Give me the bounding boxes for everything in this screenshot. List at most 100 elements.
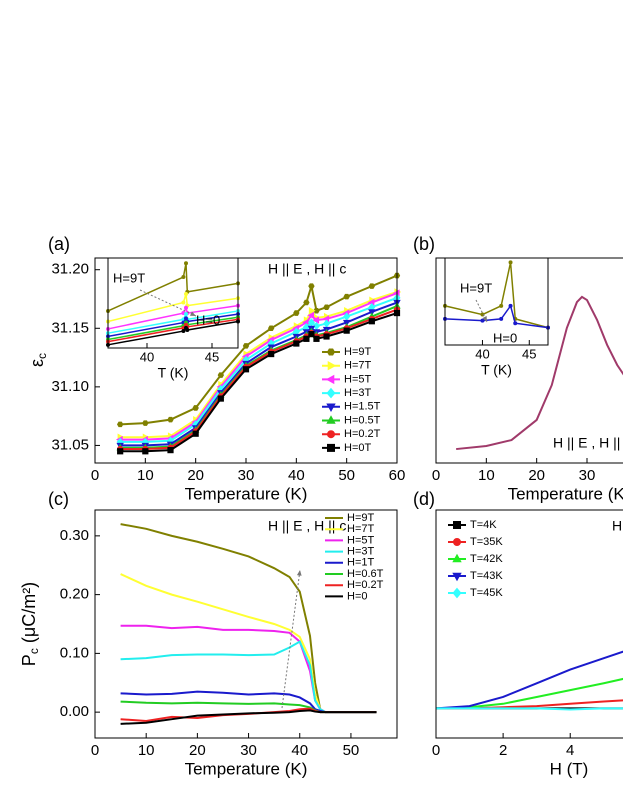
legend-label: H=1T — [347, 557, 374, 569]
x-tick-label: 45 — [205, 349, 219, 364]
x-axis-label: Temperature (K) — [508, 484, 623, 503]
data-point — [192, 430, 199, 437]
data-point — [184, 261, 188, 266]
data-point — [303, 335, 310, 342]
legend-marker — [325, 374, 335, 385]
y-axis-label-main: P — [19, 654, 39, 666]
legend-label: H=3T — [347, 546, 374, 558]
arrow-head — [296, 570, 302, 576]
x-tick-label: 60 — [389, 467, 406, 484]
y-tick-label: 31.05 — [51, 436, 89, 453]
data-point — [508, 303, 513, 308]
series-group — [435, 650, 623, 711]
plot-frame — [444, 257, 549, 346]
legend-label: H=0.2T — [344, 428, 381, 440]
arrow-head — [190, 311, 196, 316]
legend-marker — [452, 572, 462, 582]
annotation: H || E , H || c — [612, 518, 623, 534]
annotation: H || E , H || c — [553, 435, 623, 451]
series-line — [120, 709, 377, 725]
data-point — [185, 328, 190, 332]
x-tick-label: 0 — [432, 467, 440, 484]
data-point — [217, 395, 224, 402]
data-point — [342, 319, 351, 327]
legend-marker — [453, 521, 461, 529]
x-tick-label: 50 — [338, 467, 355, 484]
legend-marker — [326, 403, 336, 413]
data-point — [242, 366, 250, 373]
legend-label: H=3T — [344, 387, 371, 399]
data-point — [167, 416, 174, 423]
annotation: H=9T — [460, 280, 492, 295]
y-tick-label: 0.30 — [60, 527, 89, 544]
x-tick-label: 40 — [140, 349, 154, 364]
annotation: H=0 — [196, 312, 220, 327]
legend-marker — [326, 415, 336, 424]
series-line — [444, 262, 549, 329]
plot-frame — [94, 509, 398, 739]
legend-marker — [327, 430, 335, 439]
series-group — [120, 523, 377, 725]
data-point — [499, 303, 504, 308]
legend-label: H=9T — [347, 512, 374, 524]
data-point — [181, 275, 186, 280]
data-point — [368, 309, 376, 317]
y-tick-label: 31.15 — [51, 319, 89, 336]
data-point — [142, 448, 149, 455]
x-tick-label: 0 — [91, 467, 99, 484]
y-tick-label: 31.20 — [51, 261, 89, 278]
plot-area — [95, 510, 397, 738]
x-tick-label: 0 — [432, 742, 440, 759]
x-axis-label: Temperature (K) — [185, 759, 308, 778]
series-line — [435, 650, 623, 710]
legend-label: H=0T — [344, 442, 371, 454]
arrow — [281, 569, 301, 709]
y-tick-label: 0.10 — [60, 644, 89, 661]
annotation: H || E , H || c — [268, 518, 346, 534]
y-axis-label: Pc (μC/m²) — [19, 582, 41, 666]
x-tick-label: 20 — [528, 467, 545, 484]
legend-marker — [327, 361, 337, 371]
data-point — [167, 447, 174, 454]
legend-label: H=0 — [347, 590, 368, 602]
y-axis-label-sub: c — [27, 648, 41, 654]
data-point — [293, 340, 300, 347]
data-point — [308, 283, 315, 289]
data-point — [480, 318, 485, 323]
x-tick-label: 20 — [187, 467, 204, 484]
data-point — [508, 260, 513, 265]
x-tick-label: 30 — [238, 467, 255, 484]
legend-label: H=0.5T — [344, 414, 381, 426]
legend-label: T=43K — [470, 570, 503, 582]
data-point — [499, 316, 504, 321]
x-tick-label: 10 — [478, 467, 495, 484]
x-tick-label: 40 — [475, 346, 489, 361]
legend-label: H=5T — [347, 534, 374, 546]
data-point — [513, 321, 518, 326]
data-point — [184, 305, 188, 310]
plot-frame — [94, 257, 398, 464]
plot-frame — [107, 257, 239, 349]
legend-marker — [453, 538, 461, 546]
data-point — [184, 292, 188, 296]
x-tick-label: 50 — [343, 742, 360, 759]
data-point — [117, 448, 124, 455]
legend-label: T=4K — [470, 519, 497, 531]
legend-marker — [327, 443, 335, 452]
y-tick-label: 31.10 — [51, 378, 89, 395]
x-tick-label: 40 — [291, 742, 308, 759]
data-point — [242, 343, 250, 349]
legend-label: H=0.2T — [347, 579, 384, 591]
data-point — [268, 350, 275, 358]
legend-label: T=45K — [470, 587, 503, 599]
legend-label: H=9T — [344, 346, 371, 358]
y-axis-label-sub: c — [35, 353, 49, 359]
panel-label: (c) — [48, 489, 69, 509]
plot-area — [445, 258, 548, 345]
legend-label: H=7T — [344, 360, 371, 372]
x-tick-label: 30 — [579, 467, 596, 484]
series-group — [106, 261, 240, 347]
data-point — [307, 311, 315, 320]
data-point — [312, 316, 320, 324]
